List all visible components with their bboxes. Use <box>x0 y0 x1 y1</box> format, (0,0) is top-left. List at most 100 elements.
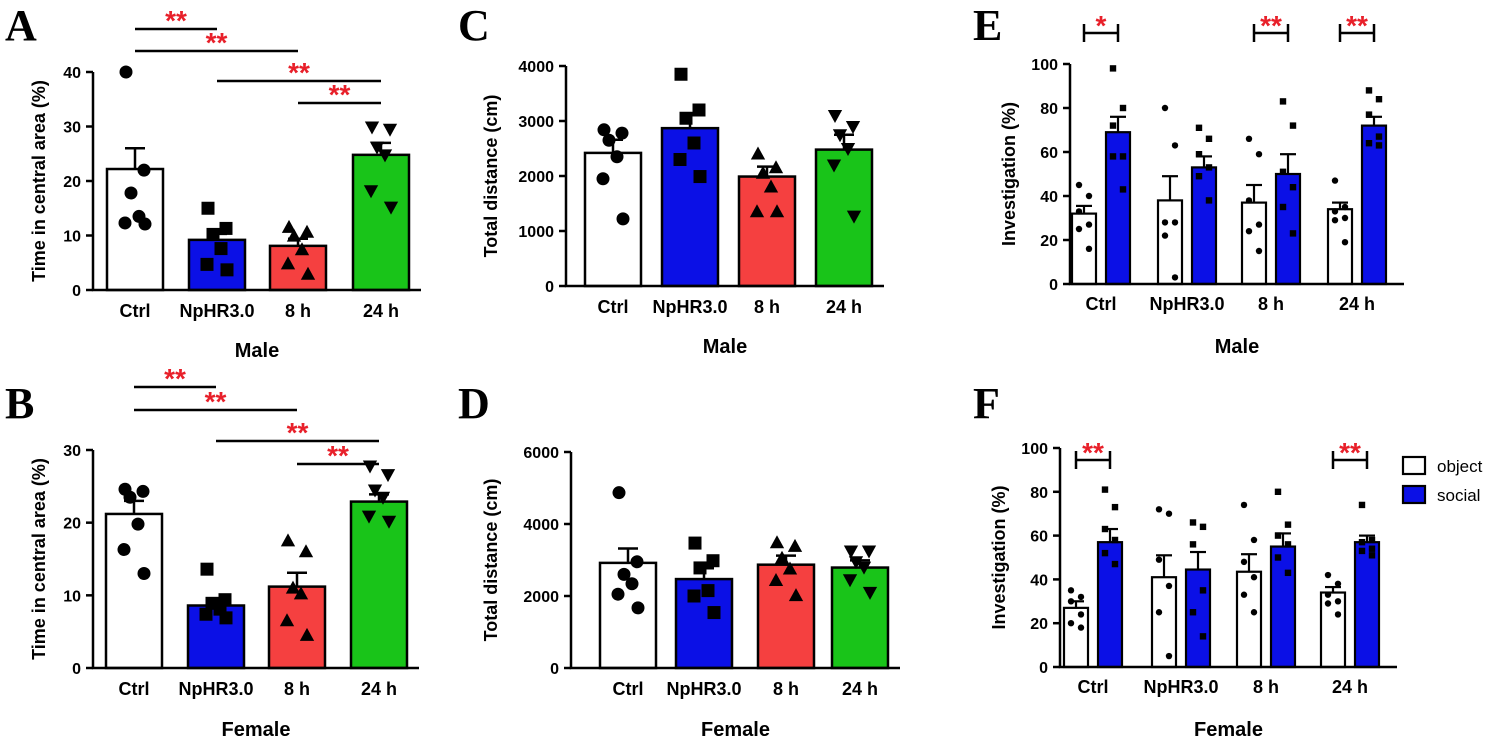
data-point <box>788 588 804 602</box>
data-point <box>206 227 220 241</box>
data-point <box>214 242 228 256</box>
y-axis-label: Time in central area (%) <box>29 458 49 660</box>
data-point <box>597 123 611 137</box>
data-point <box>1341 203 1349 211</box>
data-point <box>1368 552 1376 559</box>
data-point <box>137 567 151 581</box>
data-point <box>673 153 687 166</box>
data-point <box>832 129 848 143</box>
data-point <box>138 217 152 231</box>
bar-object <box>1062 606 1090 669</box>
data-point <box>1077 611 1085 618</box>
data-point <box>1284 521 1292 528</box>
x-category-label: 8 h <box>773 679 799 699</box>
y-tick-label: 0 <box>72 661 81 678</box>
data-point <box>1289 122 1297 129</box>
y-axis-label: Time in central area (%) <box>29 80 49 282</box>
data-point <box>1101 549 1109 557</box>
y-tick-label: 0 <box>1039 660 1048 677</box>
panel-c: C 0 1000 2000 3000 4000 Total distance (cm) Ctr… <box>458 1 884 358</box>
bar-8-h <box>756 563 816 670</box>
panel-label: A <box>5 1 37 50</box>
y-tick-label: 100 <box>1021 441 1048 458</box>
data-point <box>617 567 631 581</box>
x-category-label: 24 h <box>1339 294 1375 314</box>
data-point <box>361 510 377 524</box>
significance-stars: ** <box>1346 10 1368 41</box>
data-point <box>750 146 766 160</box>
panel-a: A 0 10 20 30 40 Time in central area (%) Ctrl Np… <box>5 1 421 362</box>
bar-social <box>1184 568 1212 669</box>
x-category-label: NpHR3.0 <box>178 679 253 699</box>
data-point <box>1274 554 1282 561</box>
data-point <box>1368 545 1376 552</box>
data-point <box>382 123 398 137</box>
data-point <box>768 160 784 174</box>
significance-stars: ** <box>329 79 351 110</box>
data-point <box>787 538 803 552</box>
data-point <box>1111 560 1119 568</box>
significance-stars: ** <box>205 386 227 417</box>
bar-social <box>1104 131 1132 286</box>
y-tick-label: 20 <box>63 174 81 191</box>
data-point <box>1255 247 1263 255</box>
data-point <box>843 545 859 559</box>
data-point <box>380 469 396 483</box>
data-point <box>1171 274 1179 281</box>
data-point <box>1109 65 1117 72</box>
y-tick-label: 4000 <box>518 59 554 76</box>
data-point <box>1101 525 1109 533</box>
bar-ctrl <box>105 167 165 292</box>
data-point <box>826 159 842 173</box>
data-point <box>300 266 316 280</box>
data-point <box>840 142 856 156</box>
data-point <box>286 228 302 242</box>
data-point <box>377 149 393 163</box>
data-point <box>383 201 399 215</box>
significance-stars: ** <box>327 440 349 471</box>
y-tick-label: 20 <box>1040 233 1058 250</box>
legend-swatch-object <box>1401 455 1427 476</box>
x-axis-label: Female <box>222 719 291 739</box>
bar-social <box>1274 172 1302 286</box>
data-point <box>1245 197 1253 204</box>
data-point <box>1165 510 1173 517</box>
y-tick-label: 2000 <box>523 589 559 606</box>
data-point <box>755 165 771 179</box>
data-point <box>1245 228 1253 235</box>
significance-stars: ** <box>287 417 309 448</box>
data-point <box>1111 503 1119 511</box>
data-point <box>1165 582 1173 590</box>
x-category-label: NpHR3.0 <box>1143 677 1218 697</box>
bar-social <box>1269 545 1297 669</box>
data-point <box>679 111 693 125</box>
data-point <box>845 120 861 134</box>
data-point <box>220 263 234 277</box>
x-category-label: 24 h <box>363 301 399 321</box>
bar-object <box>1240 201 1268 286</box>
data-point <box>293 586 309 600</box>
data-point <box>1240 591 1248 598</box>
data-point <box>1077 624 1085 631</box>
bar-object <box>1150 576 1178 669</box>
data-point <box>1077 593 1085 601</box>
significance-stars: ** <box>164 363 186 394</box>
panel-label: B <box>5 379 34 428</box>
data-point <box>381 515 397 529</box>
y-tick-label: 30 <box>63 120 81 137</box>
data-point <box>1155 506 1163 513</box>
data-point <box>1171 142 1179 149</box>
data-point <box>706 554 720 568</box>
y-tick-label: 80 <box>1030 485 1048 502</box>
data-point <box>1358 547 1366 555</box>
y-axis-label: Total distance (cm) <box>481 479 501 642</box>
data-point <box>1075 181 1083 189</box>
x-category-label: 24 h <box>361 679 397 699</box>
panel-label: C <box>458 1 490 50</box>
data-point <box>367 484 383 498</box>
data-point <box>1067 620 1075 627</box>
y-tick-label: 0 <box>550 661 559 678</box>
data-point <box>1161 232 1169 239</box>
data-point <box>701 584 715 598</box>
data-point <box>124 186 138 200</box>
